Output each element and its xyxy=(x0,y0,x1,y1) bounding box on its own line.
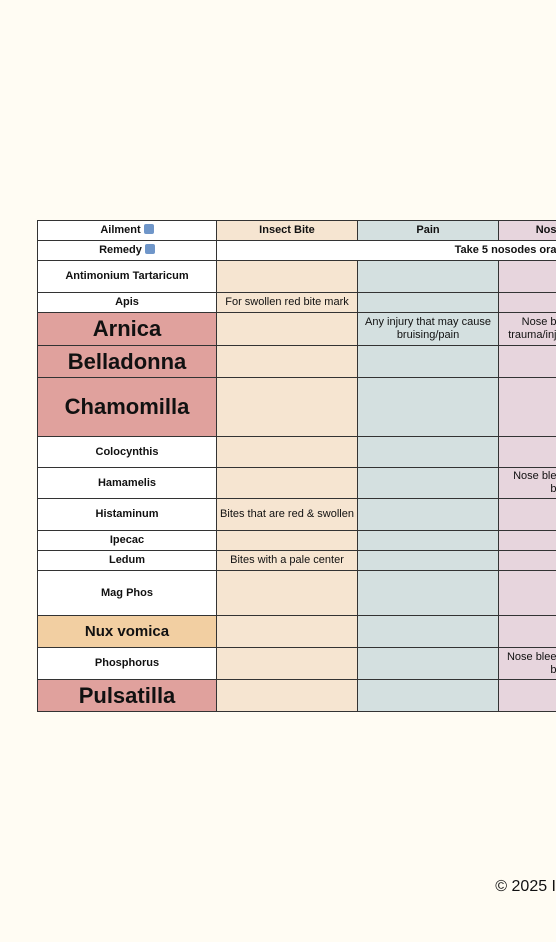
remedy-entry: Pulsatilla xyxy=(37,679,556,712)
cell: Chamomilla xyxy=(37,377,217,437)
cell xyxy=(357,550,499,571)
remedy-entry: Apis For swollen red bite mark xyxy=(37,292,556,313)
cell: Arnica xyxy=(37,312,217,346)
cell xyxy=(498,550,556,571)
cell xyxy=(357,498,499,531)
cell xyxy=(498,570,556,616)
cell xyxy=(498,377,556,437)
remedy-entry: Ledum Bites with a pale center xyxy=(37,550,556,571)
label: Ailment xyxy=(100,224,141,236)
remedy-entry: Belladonna xyxy=(37,345,556,378)
cell: Colocynthis xyxy=(37,436,217,468)
remedy-entry: Mag Phos xyxy=(37,570,556,616)
remedy-entry: Hamamelis Nose ble b xyxy=(37,467,556,499)
remedy-entry: Colocynthis xyxy=(37,436,556,468)
cell xyxy=(357,436,499,468)
cell: Nux vomica xyxy=(37,615,217,648)
cell xyxy=(498,345,556,378)
cell xyxy=(357,345,499,378)
cell xyxy=(357,292,499,313)
cell xyxy=(357,647,499,680)
remedy-entry: Chamomilla xyxy=(37,377,556,437)
cell: Ipecac xyxy=(37,530,217,551)
cell: Apis xyxy=(37,292,217,313)
cell xyxy=(357,615,499,648)
cell: Mag Phos xyxy=(37,570,217,616)
cell: Nose b trauma/inj xyxy=(498,312,556,346)
cell xyxy=(357,260,499,293)
cell xyxy=(357,530,499,551)
cell: Nose ble b xyxy=(498,467,556,499)
cell xyxy=(216,312,358,346)
remedy-entry: Arnica Any injury that may cause bruising… xyxy=(37,312,556,346)
cell xyxy=(216,377,358,437)
remedy-table: Ailment Insect Bite Pain Nos Remedy Take… xyxy=(37,220,556,712)
header-cell: Nos xyxy=(498,220,556,241)
cell xyxy=(216,467,358,499)
cell xyxy=(216,647,358,680)
header-cell: Remedy xyxy=(37,240,217,261)
cell xyxy=(216,260,358,293)
footer: © 2025 I xyxy=(495,878,556,895)
cell: Nose blee b xyxy=(498,647,556,680)
remedy-entry: Nux vomica xyxy=(37,615,556,648)
cell: Hamamelis xyxy=(37,467,217,499)
cell: Phosphorus xyxy=(37,647,217,680)
cell xyxy=(357,467,499,499)
label: Remedy xyxy=(99,244,142,256)
cell: Ledum xyxy=(37,550,217,571)
cell xyxy=(498,498,556,531)
cell: Antimonium Tartaricum xyxy=(37,260,217,293)
header-cell: Insect Bite xyxy=(216,220,358,241)
cell xyxy=(357,679,499,712)
header-cell: Pain xyxy=(357,220,499,241)
cell xyxy=(498,292,556,313)
note-cell: Take 5 nosodes ora xyxy=(216,240,556,261)
cell xyxy=(216,570,358,616)
cell xyxy=(498,530,556,551)
cell xyxy=(216,530,358,551)
cell: Bites that are red & swollen xyxy=(216,498,358,531)
cell: Bites with a pale center xyxy=(216,550,358,571)
remedy-row: Remedy Take 5 nosodes ora xyxy=(37,240,556,261)
cell: Histaminum xyxy=(37,498,217,531)
cell xyxy=(216,345,358,378)
cell: Pulsatilla xyxy=(37,679,217,712)
remedy-entry: Antimonium Tartaricum xyxy=(37,260,556,293)
arrow-icon xyxy=(144,244,155,254)
cell xyxy=(498,679,556,712)
remedy-entry: Histaminum Bites that are red & swollen xyxy=(37,498,556,531)
cell: For swollen red bite mark xyxy=(216,292,358,313)
cell xyxy=(216,679,358,712)
arrow-icon xyxy=(143,224,154,234)
cell xyxy=(498,260,556,293)
remedy-entry: Phosphorus Nose blee b xyxy=(37,647,556,680)
ailment-row: Ailment Insect Bite Pain Nos xyxy=(37,220,556,241)
cell xyxy=(357,570,499,616)
cell: Any injury that may cause bruising/pain xyxy=(357,312,499,346)
cell xyxy=(498,615,556,648)
cell: Belladonna xyxy=(37,345,217,378)
cell xyxy=(216,436,358,468)
cell xyxy=(498,436,556,468)
cell xyxy=(216,615,358,648)
cell xyxy=(357,377,499,437)
header-cell: Ailment xyxy=(37,220,217,241)
remedy-entry: Ipecac xyxy=(37,530,556,551)
